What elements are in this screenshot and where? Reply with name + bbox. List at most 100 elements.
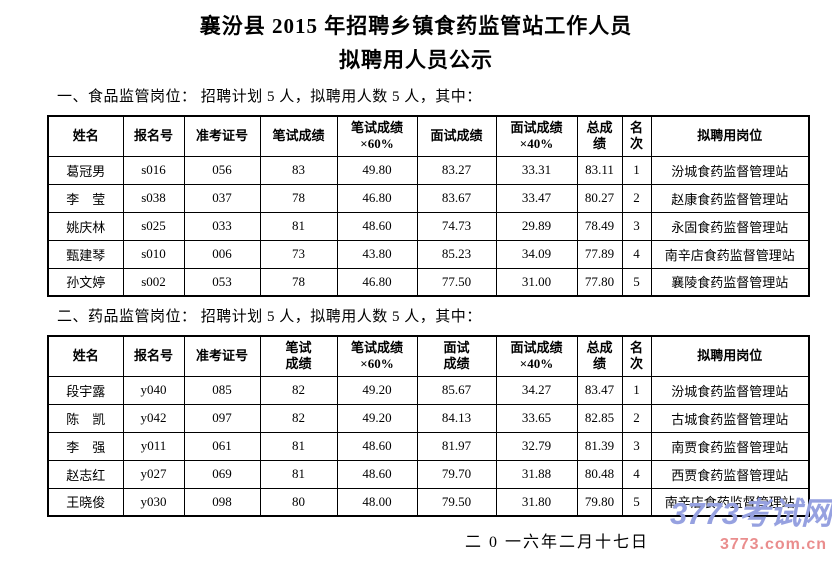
table-cell: 097 — [183, 403, 261, 433]
table-cell: 82 — [259, 403, 338, 433]
table-cell: 49.20 — [336, 375, 418, 405]
table-cell: 34.27 — [495, 375, 578, 405]
table-cell: 78.49 — [576, 211, 623, 241]
table-cell: 32.79 — [495, 431, 578, 461]
column-header: 笔试成绩 ×60% — [336, 115, 418, 157]
table-cell: 4 — [621, 459, 652, 489]
table-cell: 李 莹 — [47, 183, 124, 213]
table-cell: 80.48 — [576, 459, 623, 489]
table-cell: 永固食药监督管理站 — [650, 211, 810, 241]
table-cell: 81 — [259, 431, 338, 461]
column-header: 准考证号 — [183, 335, 261, 377]
table-cell: s016 — [122, 155, 185, 185]
table-cell: 49.20 — [336, 403, 418, 433]
table-cell: 李 强 — [47, 431, 124, 461]
food-supervision-score-table: 姓名 报名号 准考证号 笔试成绩 笔试成绩 ×60% 面试成绩 面试成绩 ×40% 总成 绩名… — [47, 115, 810, 297]
table-cell: 段宇露 — [47, 375, 124, 405]
table-cell: s025 — [122, 211, 185, 241]
table-cell: 81 — [259, 459, 338, 489]
column-header: 面试成绩 ×40% — [495, 335, 578, 377]
table-cell: 3 — [621, 431, 652, 461]
table-cell: 南贾食药监督管理站 — [650, 431, 810, 461]
table-cell: 5 — [621, 267, 652, 297]
table-cell: 82.85 — [576, 403, 623, 433]
table-cell: 056 — [183, 155, 261, 185]
table-cell: 085 — [183, 375, 261, 405]
section-heading-drug: 二、药品监管岗位： 招聘计划 5 人，拟聘用人数 5 人，其中： — [57, 309, 482, 325]
table-cell: 赵康食药监督管理站 — [650, 183, 810, 213]
column-header: 姓名 — [47, 115, 124, 157]
table-cell: 1 — [621, 375, 652, 405]
table-cell: 81 — [259, 211, 338, 241]
table-cell: 006 — [183, 239, 261, 269]
table-row: 赵志红 y027 069 81 48.60 79.70 31.88 80.48 4 西贾食药监督管… — [47, 459, 810, 489]
table-cell: 南辛店食药监督管理站 — [650, 487, 810, 517]
table-cell: 31.00 — [495, 267, 578, 297]
table-cell: 46.80 — [336, 267, 418, 297]
table-cell: 48.60 — [336, 431, 418, 461]
table-cell: y030 — [122, 487, 185, 517]
header-row: 姓名 报名号 准考证号 笔试成绩 笔试成绩 ×60% 面试成绩 面试成绩 ×40% 总成 绩名… — [47, 115, 810, 157]
column-header: 笔试 成绩 — [259, 335, 338, 377]
table-row: 孙文婷 s002 053 78 46.80 77.50 31.00 77.80 5 襄陵食药监督管… — [47, 267, 810, 297]
section-food-supervision: 一、食品监管岗位： 招聘计划 5 人，拟聘用人数 5 人，其中： 姓名 报名号 准考… — [0, 89, 832, 297]
table-cell: 孙文婷 — [47, 267, 124, 297]
section-drug-supervision: 二、药品监管岗位： 招聘计划 5 人，拟聘用人数 5 人，其中： 姓名 报名号 准考… — [0, 309, 832, 517]
column-header: 总成 绩 — [576, 115, 623, 157]
table-row: 段宇露 y040 085 82 49.20 85.67 34.27 83.47 1 汾城食药监督管… — [47, 375, 810, 405]
column-header: 名 次 — [621, 335, 652, 377]
table-cell: 2 — [621, 183, 652, 213]
table-cell: 43.80 — [336, 239, 418, 269]
table-cell: 2 — [621, 403, 652, 433]
table-cell: y011 — [122, 431, 185, 461]
table-cell: 31.88 — [495, 459, 578, 489]
watermark-site-logo: 3773考试网 — [670, 496, 832, 531]
table-cell: 甄建琴 — [47, 239, 124, 269]
watermark-site-url: 3773.com.cn — [719, 536, 827, 553]
table-cell: 73 — [259, 239, 338, 269]
column-header: 拟聘用岗位 — [650, 335, 810, 377]
table-cell: 31.80 — [495, 487, 578, 517]
table-cell: 34.09 — [495, 239, 578, 269]
table-cell: 陈 凯 — [47, 403, 124, 433]
table-row: 王晓俊 y030 098 80 48.00 79.50 31.80 79.80 5 南辛店食药监督… — [47, 487, 810, 517]
table-row: 葛冠男 s016 056 83 49.80 83.27 33.31 83.11 1 汾城食药监督管… — [47, 155, 810, 185]
table-cell: 4 — [621, 239, 652, 269]
table-cell: 83.67 — [416, 183, 497, 213]
table-cell: 古城食药监督管理站 — [650, 403, 810, 433]
table-cell: 襄陵食药监督管理站 — [650, 267, 810, 297]
table-row: 李 强 y011 061 81 48.60 81.97 32.79 81.39 3 南贾食药监督管… — [47, 431, 810, 461]
table-cell: 赵志红 — [47, 459, 124, 489]
table-cell: 80 — [259, 487, 338, 517]
table-cell: 85.23 — [416, 239, 497, 269]
table-cell: 069 — [183, 459, 261, 489]
table-cell: 80.27 — [576, 183, 623, 213]
table-cell: 29.89 — [495, 211, 578, 241]
table-cell: 王晓俊 — [47, 487, 124, 517]
table-cell: 79.50 — [416, 487, 497, 517]
table-cell: 033 — [183, 211, 261, 241]
table-cell: s038 — [122, 183, 185, 213]
table-cell: 33.65 — [495, 403, 578, 433]
drug-supervision-score-table: 姓名 报名号 准考证号 笔试 成绩 笔试成绩 ×60% 面试 成绩 面试成绩 ×40% 总成 … — [47, 335, 810, 517]
title-line-1: 襄汾县 2015 年招聘乡镇食药监管站工作人员 — [199, 14, 633, 38]
column-header: 面试成绩 ×40% — [495, 115, 578, 157]
table-cell: 汾城食药监督管理站 — [650, 375, 810, 405]
table-cell: y040 — [122, 375, 185, 405]
table-cell: 77.80 — [576, 267, 623, 297]
table-cell: 78 — [259, 267, 338, 297]
table-cell: 3 — [621, 211, 652, 241]
table-cell: 81.39 — [576, 431, 623, 461]
table-cell: 5 — [621, 487, 652, 517]
table-cell: 098 — [183, 487, 261, 517]
column-header: 姓名 — [47, 335, 124, 377]
table-row: 陈 凯 y042 097 82 49.20 84.13 33.65 82.85 2 古城食药监督管… — [47, 403, 810, 433]
table-cell: 汾城食药监督管理站 — [650, 155, 810, 185]
table-cell: 46.80 — [336, 183, 418, 213]
table-cell: 1 — [621, 155, 652, 185]
header-row: 姓名 报名号 准考证号 笔试 成绩 笔试成绩 ×60% 面试 成绩 面试成绩 ×40% 总成 … — [47, 335, 810, 377]
column-header: 准考证号 — [183, 115, 261, 157]
table-cell: 33.47 — [495, 183, 578, 213]
table-cell: 77.89 — [576, 239, 623, 269]
table-cell: 83.27 — [416, 155, 497, 185]
